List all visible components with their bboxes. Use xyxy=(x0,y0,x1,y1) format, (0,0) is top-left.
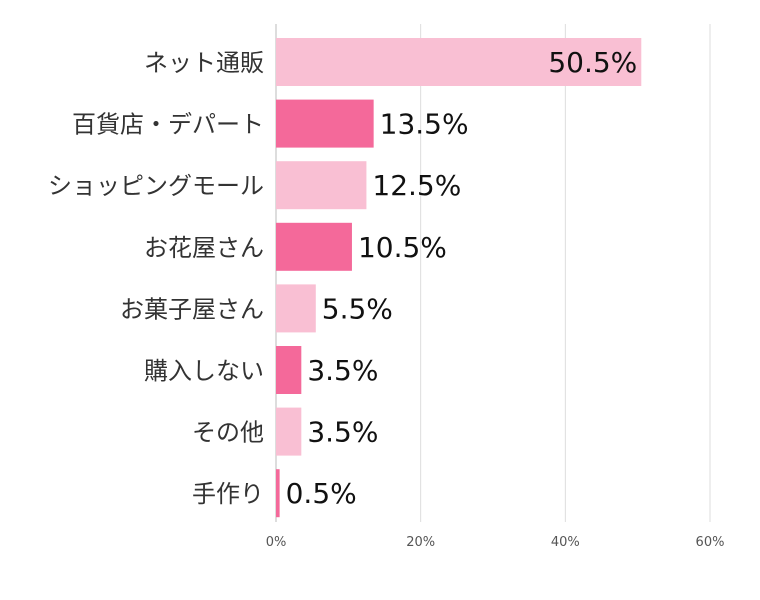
value-label: 3.5% xyxy=(307,416,378,449)
category-labels: ネット通販百貨店・デパートショッピングモールお花屋さんお菓子屋さん購入しないその… xyxy=(48,49,264,508)
value-label: 50.5% xyxy=(548,46,637,79)
category-label: その他 xyxy=(192,419,264,447)
value-label: 12.5% xyxy=(372,169,461,202)
x-tick-label: 20% xyxy=(406,535,435,550)
bar xyxy=(276,161,367,210)
bars xyxy=(276,38,642,518)
x-tick-label: 60% xyxy=(696,535,725,550)
category-label: 購入しない xyxy=(144,357,264,385)
value-label: 13.5% xyxy=(380,108,469,141)
bar xyxy=(276,222,352,271)
value-labels: 50.5% 13.5% 12.5% 10.5% 5.5% 3.5% 3.5% 0.5% xyxy=(286,46,638,510)
value-label: 10.5% xyxy=(358,231,447,264)
bar xyxy=(276,346,302,394)
x-tick-label: 0% xyxy=(266,535,287,550)
value-label: 5.5% xyxy=(322,292,393,325)
category-label: お花屋さん xyxy=(144,234,264,262)
value-label: 0.5% xyxy=(286,477,357,510)
category-label: 手作り xyxy=(192,480,264,508)
category-label: ショッピングモール xyxy=(48,172,264,200)
category-label: お菓子屋さん xyxy=(120,295,264,323)
bar xyxy=(276,284,316,333)
category-label: 百貨店・デパート xyxy=(72,111,264,139)
bar xyxy=(276,407,302,456)
bar xyxy=(276,99,374,148)
x-tick-label: 40% xyxy=(551,535,580,550)
value-label: 3.5% xyxy=(307,354,378,387)
bar xyxy=(276,469,280,518)
bar xyxy=(276,38,642,86)
category-label: ネット通販 xyxy=(144,49,264,77)
x-tick-labels: 0% 20% 40% 60% xyxy=(266,535,725,550)
